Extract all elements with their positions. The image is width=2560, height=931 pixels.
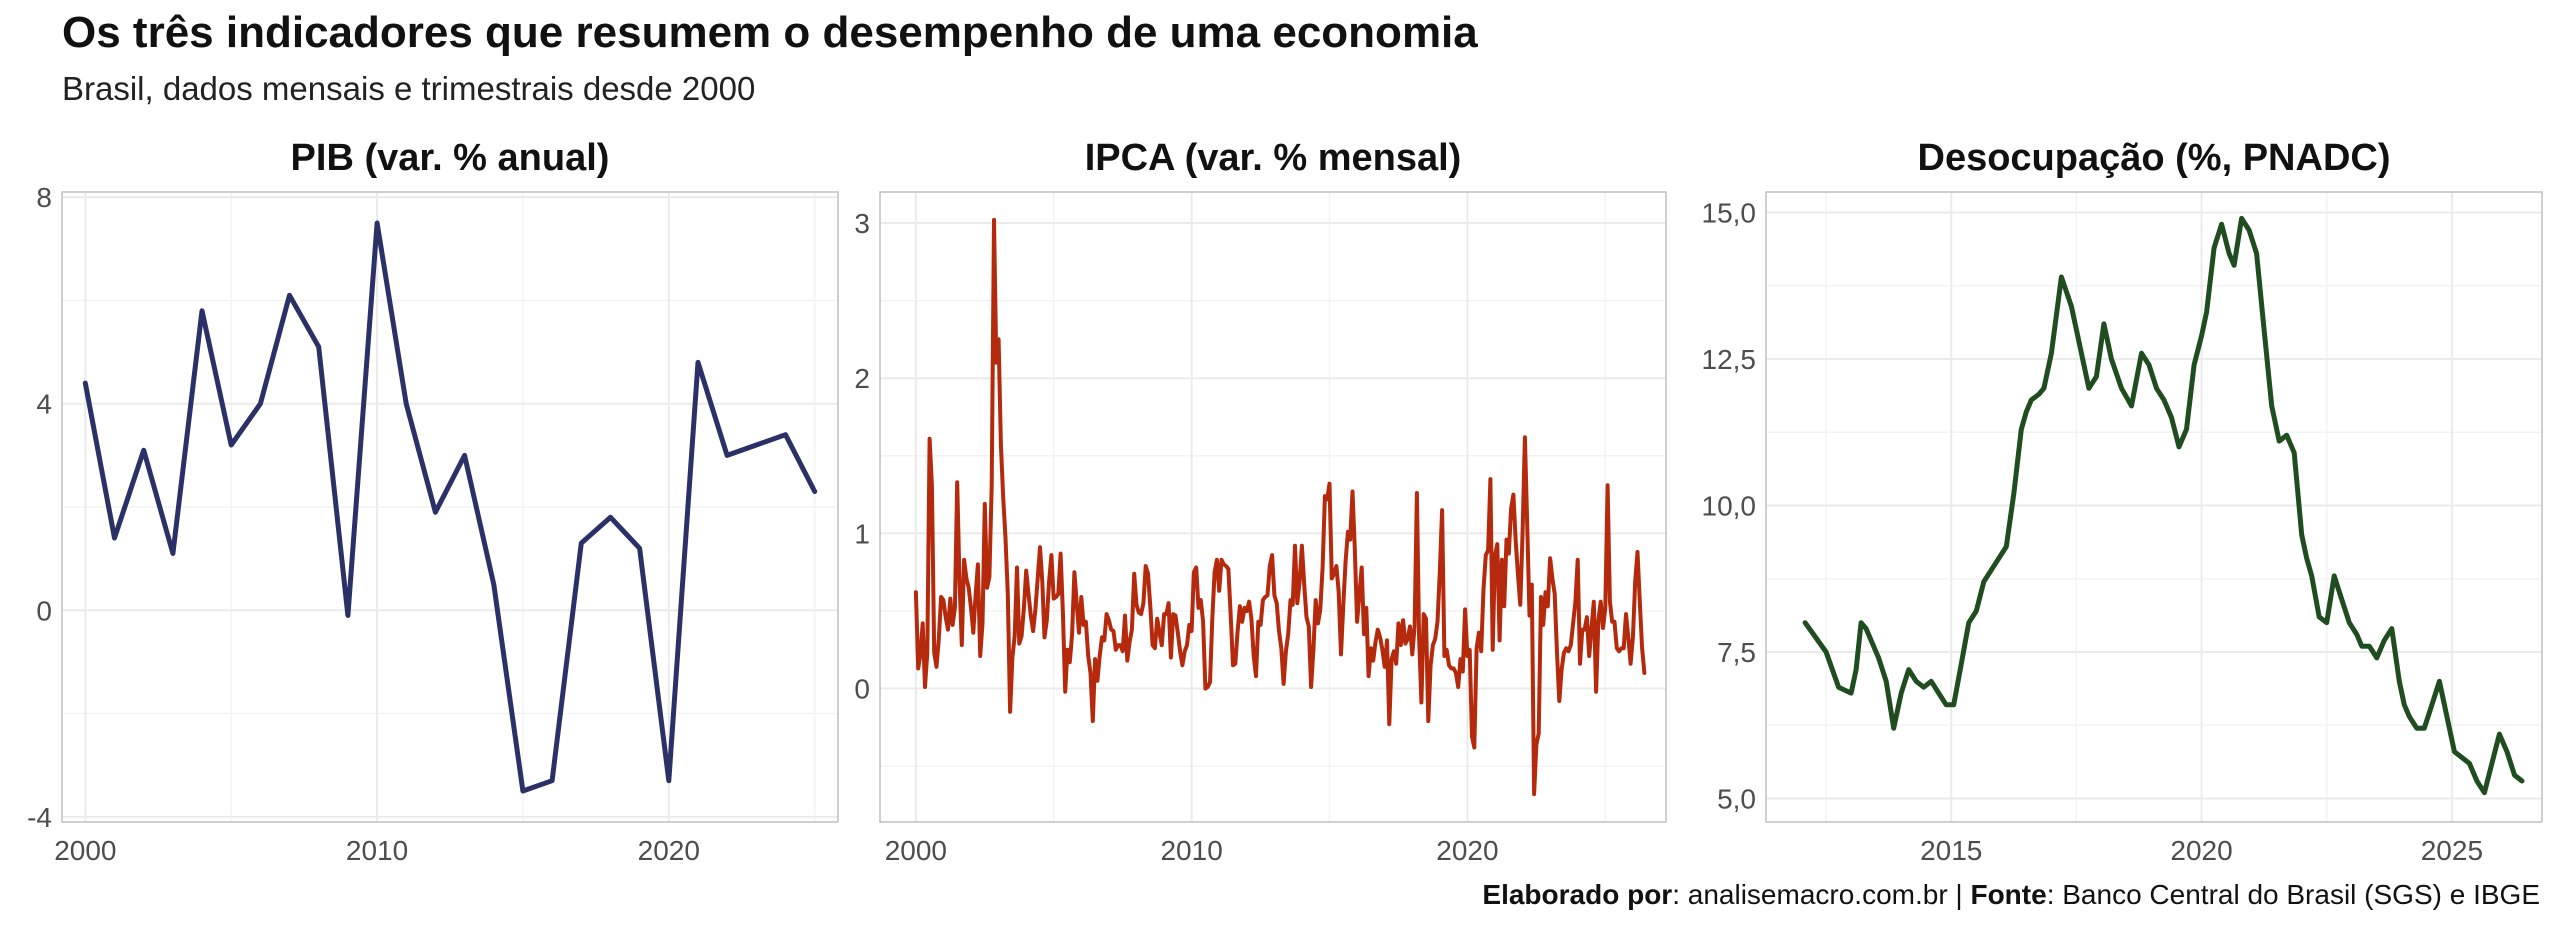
pib-panel-title: PIB (var. % anual) bbox=[291, 137, 610, 179]
caption-source-label: Fonte bbox=[1970, 879, 2047, 910]
ipca-y-tick-label: 0 bbox=[854, 674, 870, 705]
ipca-y-tick-label: 1 bbox=[854, 518, 870, 549]
pib-y-tick-label: -4 bbox=[27, 802, 52, 833]
pib-series-line bbox=[82, 220, 818, 794]
desocupacao-y-tick-label: 12,5 bbox=[1702, 344, 1757, 375]
pib-y-tick-label: 0 bbox=[36, 595, 52, 626]
ipca-x-tick-label: 2000 bbox=[885, 835, 947, 866]
ipca-x-tick-label: 2010 bbox=[1160, 835, 1222, 866]
desocupacao-x-tick-label: 2025 bbox=[2421, 835, 2483, 866]
desocupacao-y-tick-label: 7,5 bbox=[1717, 637, 1756, 668]
pib-x-tick-label: 2000 bbox=[54, 835, 116, 866]
ipca-x-tick-label: 2020 bbox=[1436, 835, 1498, 866]
pib-y-tick-label: 8 bbox=[36, 182, 52, 213]
desocupacao-y-tick-label: 15,0 bbox=[1702, 198, 1757, 229]
pib-x-tick-label: 2020 bbox=[638, 835, 700, 866]
ipca-y-tick-label: 2 bbox=[854, 363, 870, 394]
desocupacao-y-tick-label: 5,0 bbox=[1717, 784, 1756, 815]
pib-x-tick-label: 2010 bbox=[346, 835, 408, 866]
caption: Elaborado por: analisemacro.com.br | Fon… bbox=[1482, 879, 2540, 911]
ipca-panel-border bbox=[879, 191, 1667, 823]
ipca-series-line bbox=[913, 217, 1647, 797]
pib-y-tick-label: 4 bbox=[36, 389, 52, 420]
desocupacao-x-tick-label: 2020 bbox=[2170, 835, 2232, 866]
caption-elab-value: : analisemacro.com.br | bbox=[1672, 879, 1971, 910]
desocupacao-x-tick-label: 2015 bbox=[1920, 835, 1982, 866]
desocupacao-series-line bbox=[1802, 215, 2525, 796]
desocupacao-panel: Desocupação (%, PNADC) 2015 2020 2025 5,0 7,5… bbox=[1702, 137, 2543, 866]
ipca-panel: IPCA (var. % mensal) 2000 2010 2020 0 1 2 3 bbox=[854, 137, 1667, 866]
chart-subtitle: Brasil, dados mensais e trimestrais desd… bbox=[62, 70, 756, 107]
caption-source-value: : Banco Central do Brasil (SGS) e IBGE bbox=[2046, 879, 2540, 910]
desocupacao-panel-title: Desocupação (%, PNADC) bbox=[1918, 137, 2391, 179]
chart-title: Os três indicadores que resumem o desemp… bbox=[62, 8, 1478, 57]
ipca-y-tick-label: 3 bbox=[854, 208, 870, 239]
pib-panel: PIB (var. % anual) 2000 2010 2020 -4 0 4 8 bbox=[27, 137, 839, 866]
desocupacao-y-tick-label: 10,0 bbox=[1702, 491, 1757, 522]
caption-elab-label: Elaborado por bbox=[1482, 879, 1673, 910]
desocupacao-panel-border bbox=[1765, 191, 2543, 823]
ipca-panel-title: IPCA (var. % mensal) bbox=[1085, 137, 1462, 179]
pib-panel-border bbox=[61, 191, 839, 823]
